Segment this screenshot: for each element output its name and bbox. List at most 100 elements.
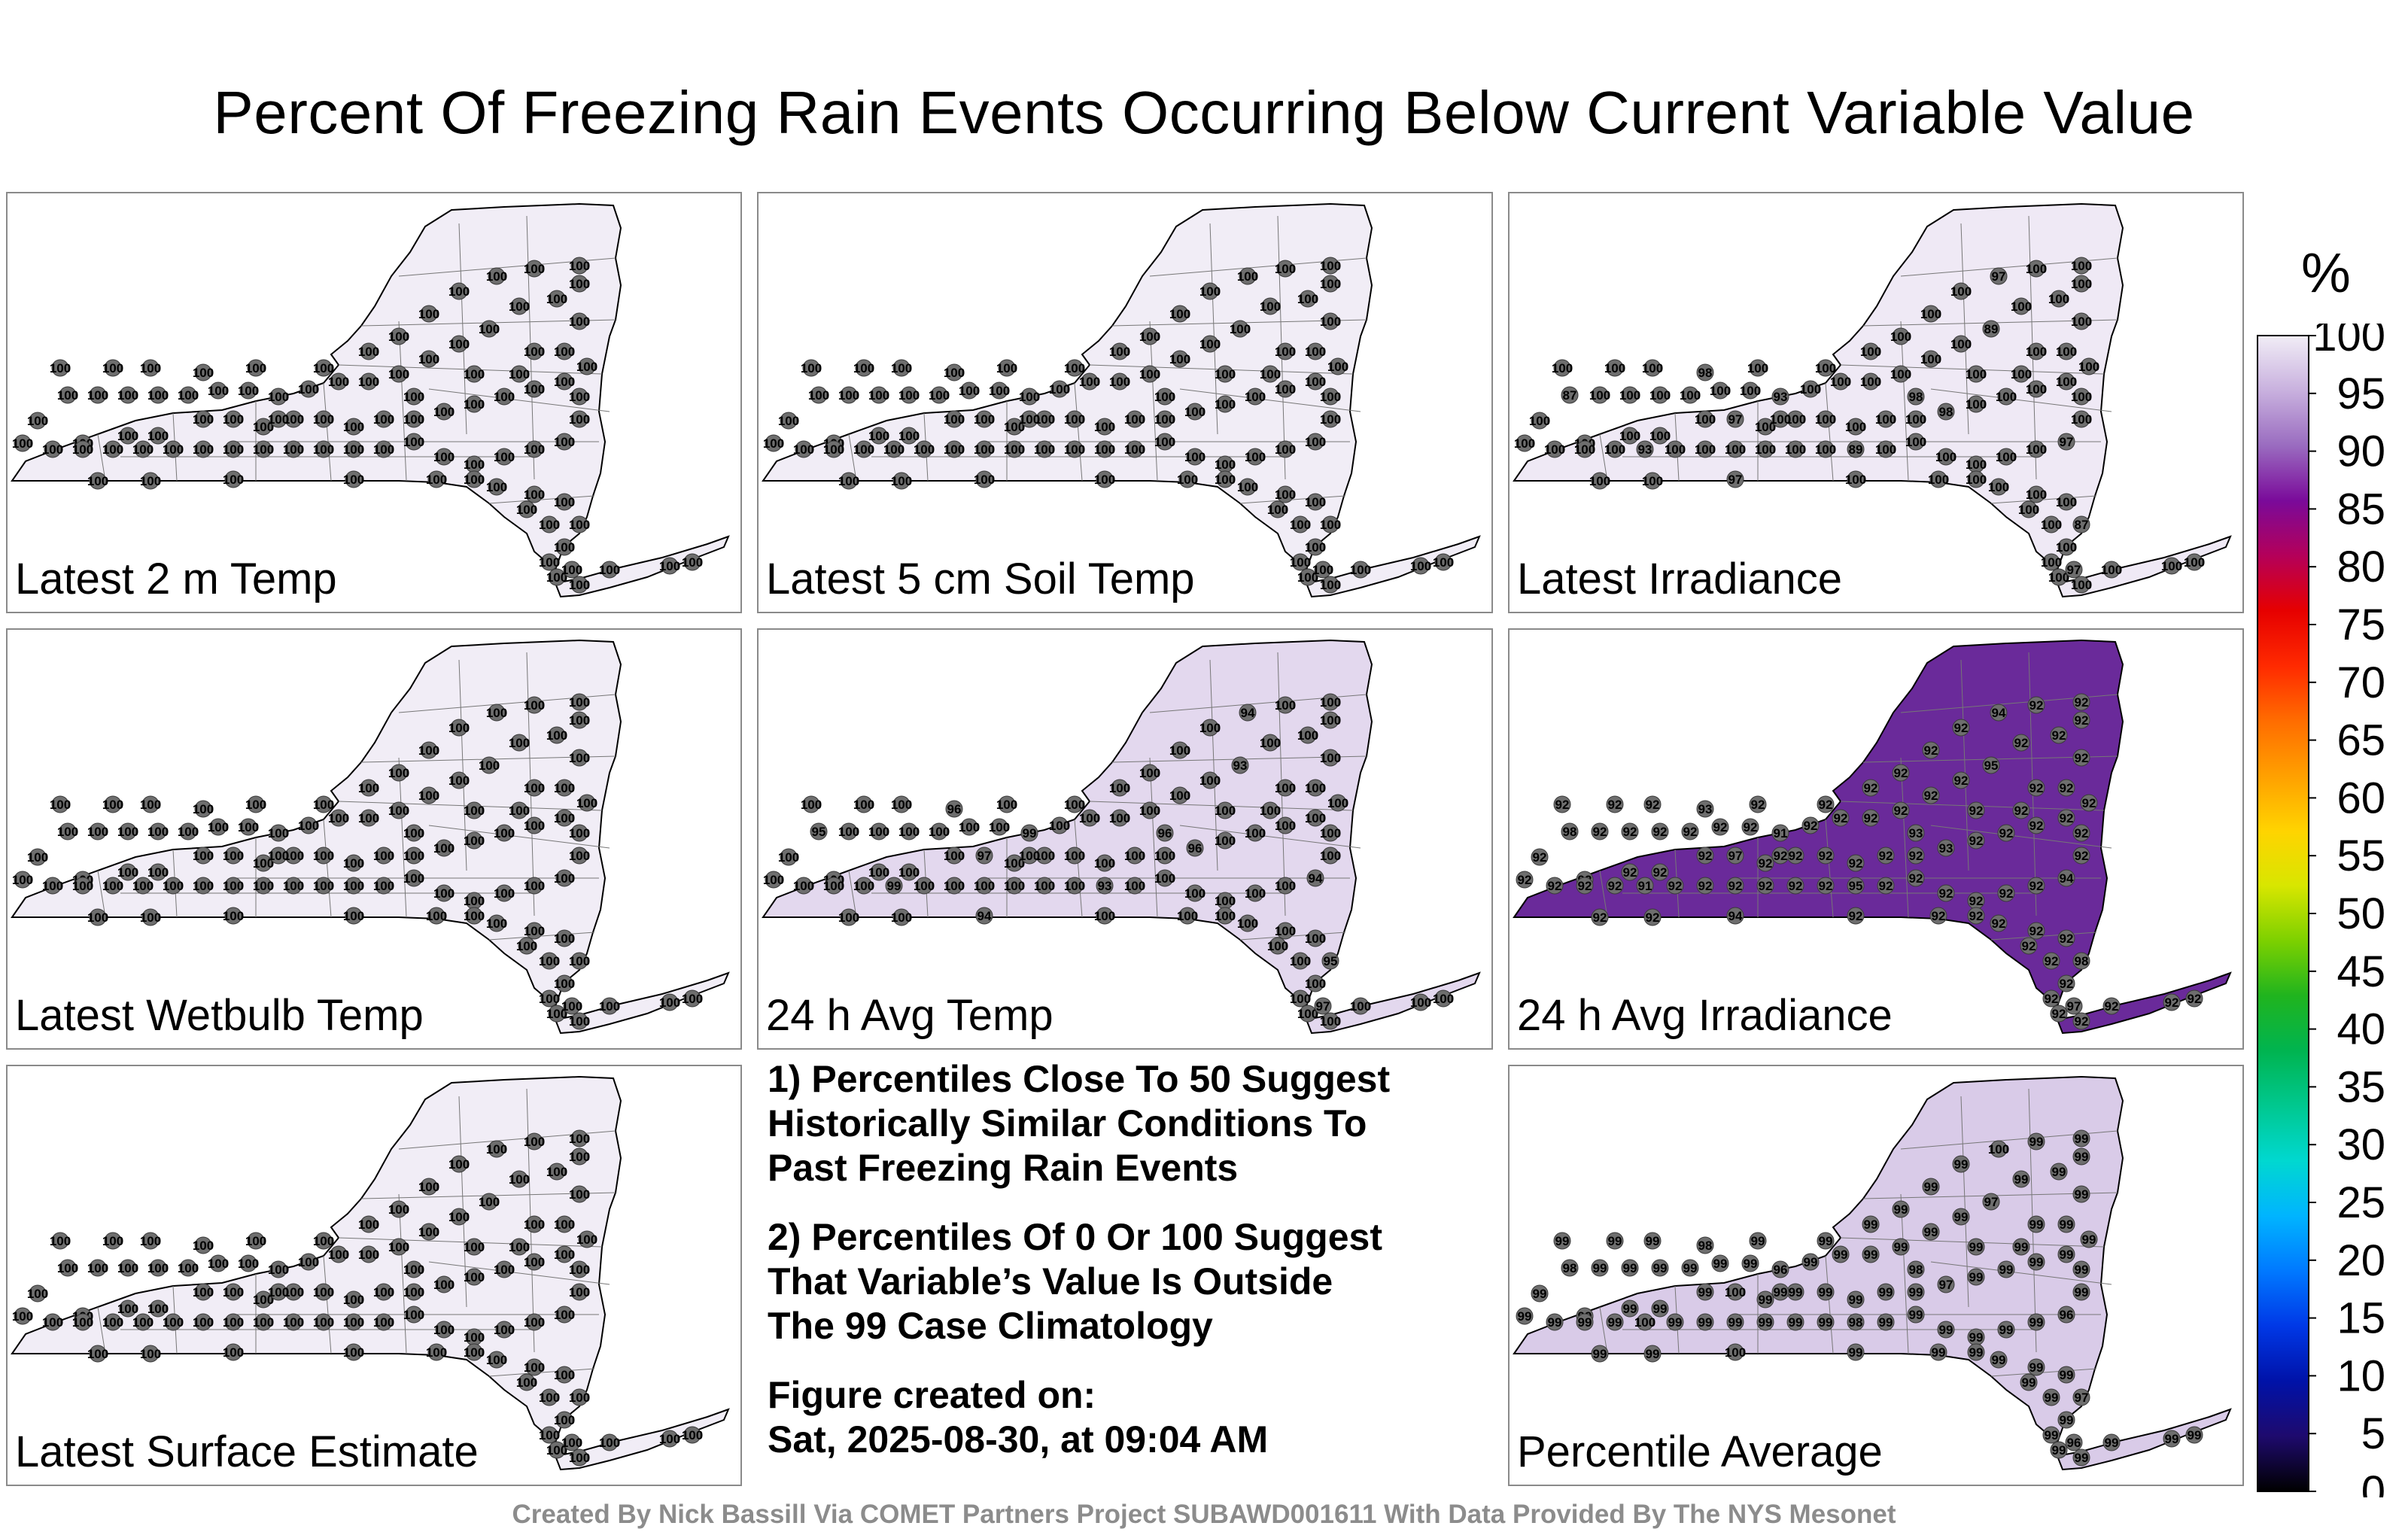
station-marker	[2065, 997, 2083, 1015]
station-value: 100	[989, 384, 1010, 398]
station-marker	[518, 500, 536, 518]
station-value: 99	[1992, 1353, 2006, 1367]
station-marker	[2027, 342, 2045, 360]
station-marker	[1696, 1236, 1714, 1254]
station-value: 100	[343, 1293, 364, 1307]
station-marker	[1621, 427, 1639, 445]
station-value: 100	[1725, 1345, 1746, 1360]
station-marker	[555, 974, 573, 992]
station-value: 99	[1969, 1240, 1984, 1254]
colorbar-tick-label: 60	[2337, 774, 2385, 822]
station-value: 92	[1864, 811, 1878, 825]
station-marker	[284, 440, 303, 458]
station-marker	[1726, 1283, 1744, 1301]
station-value: 100	[426, 909, 447, 923]
station-value: 100	[2048, 292, 2069, 306]
station-value: 100	[1139, 766, 1160, 780]
station-marker	[525, 1253, 543, 1271]
station-value: 100	[763, 436, 784, 451]
station-value: 100	[599, 563, 620, 577]
station-marker	[1922, 350, 1940, 368]
station-value: 100	[1815, 412, 1836, 427]
station-value: 100	[1710, 384, 1731, 398]
station-marker	[1817, 410, 1835, 428]
station-marker	[563, 997, 581, 1015]
station-marker	[855, 440, 873, 458]
station-marker	[360, 809, 378, 827]
station-marker	[1832, 372, 1850, 391]
station-marker	[1990, 1351, 2008, 1369]
colorbar-tick-label: 75	[2337, 600, 2385, 649]
station-value: 92	[1954, 721, 1969, 735]
station-value: 99	[1909, 1308, 1923, 1322]
station-marker	[915, 877, 933, 895]
station-value: 100	[509, 367, 530, 381]
county-border	[1990, 495, 2097, 504]
station-marker	[1269, 500, 1287, 518]
station-marker	[375, 440, 393, 458]
station-marker	[1817, 359, 1835, 377]
station-value: 100	[599, 999, 620, 1014]
station-marker	[975, 470, 993, 488]
station-value: 92	[1518, 873, 1532, 887]
station-value: 99	[1548, 1315, 1562, 1330]
station-value: 100	[102, 361, 123, 375]
station-marker	[555, 779, 573, 797]
station-value: 100	[974, 412, 995, 427]
station-value: 100	[448, 721, 470, 735]
station-marker	[1126, 410, 1144, 428]
station-marker	[570, 1283, 588, 1301]
station-value: 96	[2060, 1308, 2074, 1322]
station-marker	[209, 381, 227, 400]
station-value: 100	[343, 1315, 364, 1330]
station-value: 100	[1079, 811, 1100, 825]
station-value: 100	[1154, 871, 1175, 886]
station-marker	[89, 1259, 107, 1277]
station-value: 98	[2075, 954, 2089, 968]
station-marker	[1591, 908, 1609, 926]
station-marker	[1201, 771, 1219, 789]
station-value: 100	[1275, 924, 1296, 938]
station-marker	[1847, 418, 1865, 436]
station-marker	[345, 877, 363, 895]
station-marker	[59, 1259, 77, 1277]
station-marker	[2057, 974, 2075, 992]
station-value: 92	[1879, 879, 1893, 893]
station-marker	[1771, 824, 1789, 842]
station-marker	[1982, 320, 2000, 338]
colorbar-tick-label: 85	[2337, 485, 2385, 533]
county-border	[428, 388, 610, 412]
station-marker	[1636, 1313, 1654, 1331]
station-value: 100	[1725, 442, 1746, 457]
station-value: 100	[1966, 397, 1987, 412]
county-border	[488, 932, 595, 941]
station-value: 100	[1297, 292, 1318, 306]
station-marker	[1276, 816, 1294, 834]
station-value: 100	[1184, 450, 1206, 464]
station-value: 100	[193, 412, 214, 427]
station-marker	[1771, 410, 1789, 428]
station-value: 100	[433, 841, 455, 856]
station-marker	[14, 1307, 32, 1325]
station-marker	[1967, 395, 1985, 413]
station-value: 100	[1740, 384, 1761, 398]
station-value: 92	[1999, 886, 2014, 901]
station-value: 100	[1169, 789, 1190, 803]
station-marker	[465, 395, 483, 413]
station-value: 100	[569, 751, 590, 765]
station-marker	[1321, 576, 1339, 594]
station-value: 100	[1950, 337, 1972, 351]
station-marker	[1553, 795, 1571, 813]
county-border	[1825, 819, 1834, 918]
station-marker	[1726, 1343, 1744, 1361]
station-marker	[1066, 847, 1084, 865]
county-border	[458, 223, 467, 435]
station-value: 100	[1267, 503, 1288, 517]
station-value: 100	[1094, 420, 1115, 434]
station-value: 92	[1751, 798, 1765, 812]
station-value: 100	[1260, 367, 1281, 381]
station-value: 100	[853, 442, 874, 457]
station-marker	[29, 412, 47, 430]
station-value: 100	[283, 442, 304, 457]
county-border	[488, 495, 595, 504]
